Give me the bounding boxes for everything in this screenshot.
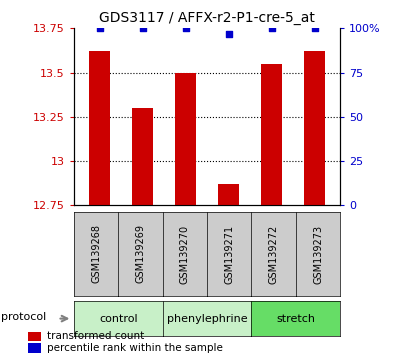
Point <box>267 25 274 31</box>
Title: GDS3117 / AFFX-r2-P1-cre-5_at: GDS3117 / AFFX-r2-P1-cre-5_at <box>99 11 314 24</box>
Bar <box>28 332 41 341</box>
Bar <box>28 343 41 353</box>
Text: GSM139270: GSM139270 <box>180 224 189 284</box>
Point <box>310 25 317 31</box>
Text: GSM139269: GSM139269 <box>135 224 145 284</box>
Bar <box>217 184 239 205</box>
Text: stretch: stretch <box>276 314 315 324</box>
Text: phenylephrine: phenylephrine <box>166 314 247 324</box>
Text: control: control <box>99 314 137 324</box>
Point <box>96 25 103 31</box>
Text: GSM139272: GSM139272 <box>268 224 278 284</box>
Text: GSM139271: GSM139271 <box>224 224 234 284</box>
Text: GSM139273: GSM139273 <box>312 224 322 284</box>
Text: percentile rank within the sample: percentile rank within the sample <box>47 343 222 353</box>
Text: transformed count: transformed count <box>47 331 144 341</box>
Bar <box>89 51 110 205</box>
Bar <box>303 51 324 205</box>
Point <box>182 25 189 31</box>
Text: GSM139268: GSM139268 <box>91 224 101 284</box>
Point <box>139 25 146 31</box>
Bar <box>132 108 153 205</box>
Bar <box>260 64 281 205</box>
Point <box>225 31 231 36</box>
Text: protocol: protocol <box>2 312 47 322</box>
Bar <box>174 73 196 205</box>
